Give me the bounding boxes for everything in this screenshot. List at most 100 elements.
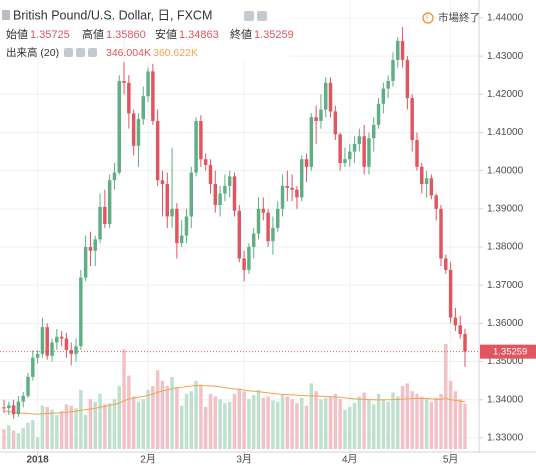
volume-legend-name: 出来高 (20) [6,46,59,59]
volume-bar [155,370,160,449]
volume-bar [218,399,222,449]
candle-body [300,159,304,198]
volume-bar [227,401,232,449]
volume-bar [266,396,270,449]
volume-bar [256,389,261,449]
volume-bar [64,404,69,449]
candle-body [256,208,261,234]
candle-body [444,258,448,270]
candle-body [83,246,88,278]
volume-bar [415,393,419,449]
volume-bar [352,403,357,449]
settings-icon[interactable] [244,11,254,21]
volume-bar [21,428,25,449]
candle-body [151,71,155,122]
volume-bar [98,393,102,449]
ohlc-value: 1.35259 [254,29,294,41]
volume-bar [88,399,93,449]
settings-icon[interactable] [76,48,85,57]
candle-body [295,189,299,198]
volume-bar [74,408,78,449]
candle-body [160,180,165,185]
candle-body [266,212,270,242]
ohlc-legend: 始値 1.35725 高値 1.35860 安値 1.34863 終値 1.35259 [6,27,294,41]
candle-body [189,172,194,217]
last-price-tag [480,344,536,359]
volume-bar [453,391,458,449]
volume-bar [213,396,218,449]
candle-body [74,346,78,354]
candle-body [458,325,462,335]
volume-bar [424,399,429,449]
status-icon-mark: ! [426,14,428,23]
volume-bar [348,407,352,449]
volume-bar [199,386,203,449]
volume-bar [208,393,213,449]
volume-bar [242,391,246,449]
x-tick-label: 2月 [140,454,156,466]
candle-body [348,151,352,160]
candle-body [179,235,184,244]
candle-body [338,134,342,164]
volume-bar [275,401,280,449]
candle-body [55,336,59,343]
candle-body [405,59,410,99]
candle-body [141,96,145,120]
candle-body [199,121,203,160]
ohlc-label: 終値 [230,27,252,41]
candle-body [107,180,112,225]
close-icon[interactable] [257,11,267,21]
volume-bar [309,383,314,449]
candle-body [367,138,371,167]
volume-ma-line [3,384,466,415]
candle-body [103,206,107,225]
y-tick-label: 1.34000 [487,394,524,405]
candle-body [251,233,256,247]
candle-body [127,82,131,114]
candle-body [223,185,227,194]
volume-bar [165,386,169,449]
candle-body [237,210,242,259]
close-icon[interactable] [88,48,97,57]
candle-body [424,178,429,185]
candle-body [324,82,328,110]
candle-body [122,80,126,83]
candle-body [357,136,362,144]
ohlc-value: 1.35725 [30,29,70,41]
volume-bar [50,409,54,449]
volume-bar [11,430,16,449]
volume-bar [290,399,294,449]
volume-bar [381,399,386,449]
volume-bar [357,396,362,449]
candle-body [343,159,347,164]
candle-body [93,239,97,251]
candle-body [352,143,357,152]
volume-bar [280,393,285,449]
candle-body [290,187,294,190]
candle-body [333,111,338,135]
candle-body [155,121,160,181]
volume-bar [2,429,6,449]
candle-body [98,206,102,240]
volume-bar [45,407,49,449]
volume-bar [31,420,35,449]
y-tick-label: 1.39000 [487,203,524,214]
candle-body [386,80,390,89]
volume-bar [463,403,467,449]
volume-bar [343,409,347,449]
plot-area [0,0,478,452]
y-tick-label: 1.40000 [487,165,524,176]
candle-body [35,353,40,358]
eye-icon[interactable] [64,48,73,57]
volume-bar [372,404,376,449]
volume-bar [386,401,390,449]
candle-body [117,80,121,173]
candle-body [184,216,189,236]
candle-body [213,184,218,206]
volume-bar [261,397,266,449]
volume-bar [439,393,443,449]
volume-bar [141,399,145,449]
x-tick-label: 2018 [26,455,49,466]
last-price-label: 1.35259 [493,347,527,358]
volume-bar [203,407,208,449]
